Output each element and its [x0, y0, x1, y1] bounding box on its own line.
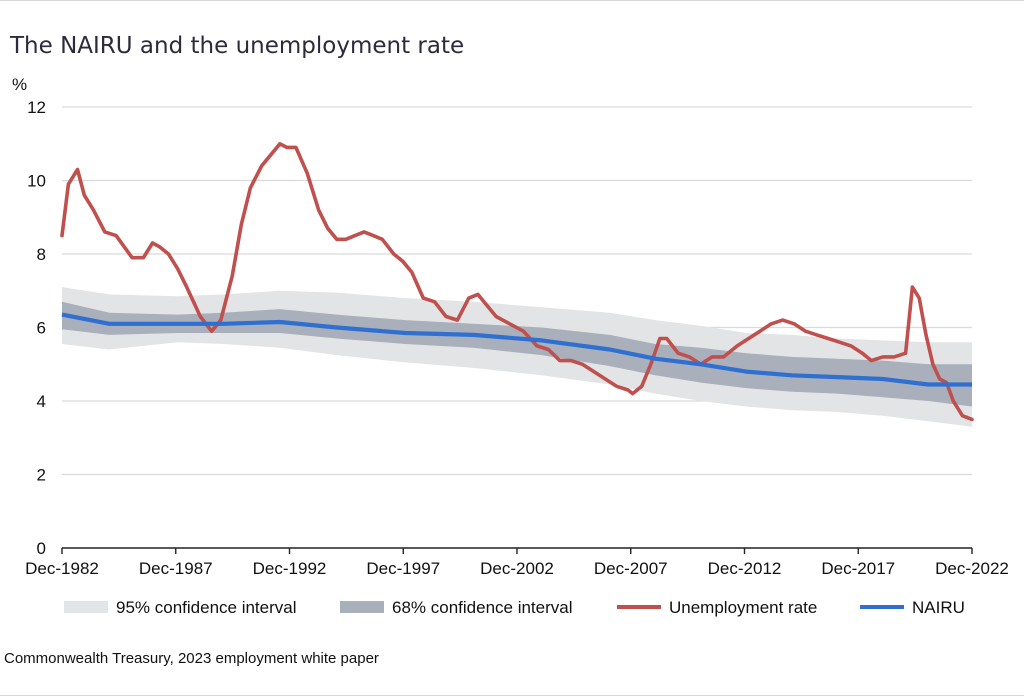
- legend-label-ci95: 95% confidence interval: [116, 598, 297, 617]
- legend-label-ci68: 68% confidence interval: [392, 598, 573, 617]
- x-tick-label: Dec-1997: [366, 559, 440, 578]
- chart-title: The NAIRU and the unemployment rate: [10, 33, 465, 59]
- y-tick-label: 12: [27, 98, 46, 117]
- x-tick-label: Dec-2002: [480, 559, 554, 578]
- y-tick-label: 2: [37, 466, 46, 485]
- x-tick-label: Dec-1982: [25, 559, 99, 578]
- y-tick-label: 0: [37, 539, 46, 558]
- band-ci95: [62, 287, 972, 427]
- legend: 95% confidence interval 68% confidence in…: [64, 598, 965, 617]
- y-tick-label: 10: [27, 172, 46, 191]
- y-axis-label: %: [12, 75, 27, 94]
- top-rule: [0, 0, 1024, 1]
- x-tick-label: Dec-2012: [708, 559, 782, 578]
- y-tick-label: 8: [37, 245, 46, 264]
- bottom-rule: [0, 695, 1024, 696]
- legend-swatch-ci95: [64, 601, 108, 613]
- gridlines: [62, 106, 972, 476]
- series-lines: [60, 142, 974, 422]
- legend-label-nairu: NAIRU: [912, 598, 965, 617]
- x-tick-label: Dec-1992: [253, 559, 327, 578]
- x-tick-label: Dec-1987: [139, 559, 213, 578]
- x-tick-label: Dec-2017: [821, 559, 895, 578]
- y-tick-label: 6: [37, 319, 46, 338]
- x-tick-label: Dec-2022: [935, 559, 1009, 578]
- confidence-bands: [62, 287, 972, 427]
- y-tick-label: 4: [37, 392, 46, 411]
- source-note: Commonwealth Treasury, 2023 employment w…: [4, 650, 379, 667]
- axes: 0 2 4 6 8 10 12 Dec-1982 Dec-1987 Dec-1992 Dec-199…: [25, 98, 1009, 578]
- line-nairu: [61, 312, 972, 387]
- legend-swatch-ci68: [340, 601, 384, 613]
- band-ci68: [62, 301, 972, 407]
- x-tick-label: Dec-2007: [594, 559, 668, 578]
- line-unemployment-rate: [60, 142, 974, 422]
- legend-label-unemployment: Unemployment rate: [669, 598, 817, 617]
